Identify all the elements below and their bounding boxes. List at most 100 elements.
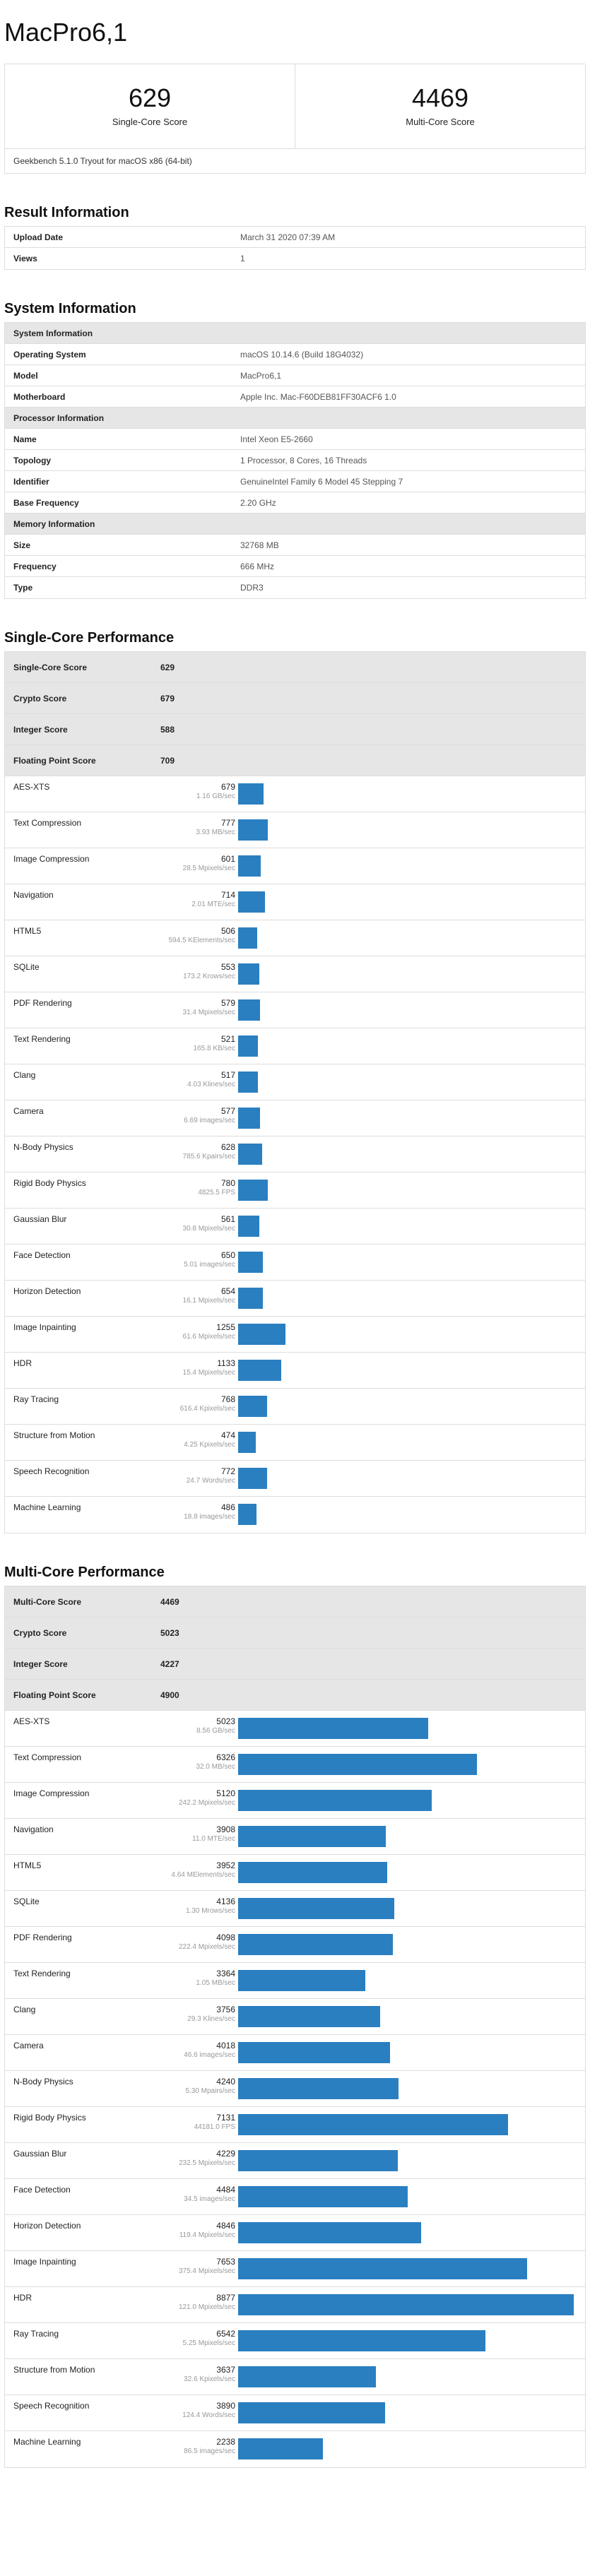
system-row: Frequency 666 MHz <box>5 556 585 577</box>
single-core-workload-row: Gaussian Blur 561 30.8 Mpixels/sec <box>5 1209 585 1245</box>
single-core-workload-bar <box>238 1288 263 1309</box>
multi-core-workload-bar <box>238 2258 527 2279</box>
single-core-performance-heading: Single-Core Performance <box>4 630 175 646</box>
single-core-workload-score: 1255 <box>216 1322 235 1332</box>
single-core-workload-bar <box>238 1468 267 1489</box>
single-core-workload-name: Rigid Body Physics <box>13 1178 86 1188</box>
system-group-header: Memory Information <box>5 514 585 535</box>
system-row-label: Base Frequency <box>13 498 79 508</box>
multi-core-workload-row: HDR 8877 121.0 Mpixels/sec <box>5 2287 585 2323</box>
multi-core-workload-bar <box>238 2078 399 2099</box>
single-core-summary-label: Integer Score <box>13 725 68 735</box>
single-core-workload-score: 650 <box>220 1250 235 1260</box>
single-core-workload-name: Speech Recognition <box>13 1466 90 1476</box>
system-row-label: Identifier <box>13 477 49 487</box>
multi-core-workload-row: Horizon Detection 4846 119.4 Mpixels/sec <box>5 2215 585 2251</box>
system-row-value: macOS 10.14.6 (Build 18G4032) <box>240 350 364 360</box>
single-core-workload-name: Text Compression <box>13 818 82 828</box>
multi-core-workload-bar <box>238 2402 385 2423</box>
single-core-workload-score: 679 <box>220 782 235 792</box>
multi-core-summary-label: Multi-Core Score <box>13 1597 82 1607</box>
single-core-workload-row: Image Inpainting 1255 61.6 Mpixels/sec <box>5 1317 585 1353</box>
multi-core-workload-score: 6542 <box>216 2329 235 2339</box>
system-row-label: Frequency <box>13 562 57 571</box>
system-group-header: Processor Information <box>5 408 585 429</box>
system-row: Identifier GenuineIntel Family 6 Model 45… <box>5 471 585 492</box>
single-core-workload-row: Structure from Motion 474 4.25 Kpixels/sec <box>5 1425 585 1461</box>
single-core-workload-bar <box>238 1108 260 1129</box>
single-core-workload-name: Text Rendering <box>13 1034 71 1044</box>
multi-core-workload-throughput: 242.2 Mpixels/sec <box>178 1799 235 1807</box>
single-core-workload-row: Camera 577 6.69 images/sec <box>5 1100 585 1136</box>
result-information-heading: Result Information <box>4 205 129 220</box>
multi-core-workload-name: Face Detection <box>13 2185 71 2195</box>
system-row-value: Apple Inc. Mac-F60DEB81FF30ACF6 1.0 <box>240 392 396 402</box>
multi-core-summary-row: Multi-Core Score 4469 <box>5 1586 585 1618</box>
multi-core-workload-score: 3364 <box>216 1969 235 1978</box>
single-core-summary-value: 709 <box>160 756 175 766</box>
single-core-workload-row: Horizon Detection 654 16.1 Mpixels/sec <box>5 1281 585 1317</box>
multi-core-workload-throughput: 1.05 MB/sec <box>196 1979 235 1987</box>
multi-core-performance-table: Multi-Core Score 4469 Crypto Score 5023 Inte… <box>4 1586 586 2468</box>
single-core-workload-name: N-Body Physics <box>13 1142 73 1152</box>
multi-core-score-box: 4469 Multi-Core Score <box>295 64 585 148</box>
single-core-workload-name: Horizon Detection <box>13 1286 81 1296</box>
single-core-score-box: 629 Single-Core Score <box>5 64 295 148</box>
multi-core-workload-throughput: 34.5 images/sec <box>184 2195 235 2203</box>
single-core-workload-bar <box>238 1504 256 1525</box>
single-core-workload-score: 777 <box>220 818 235 828</box>
single-core-workload-row: Ray Tracing 768 616.4 Kpixels/sec <box>5 1389 585 1425</box>
single-core-workload-bar <box>238 1396 267 1417</box>
multi-core-workload-row: HTML5 3952 4.64 MElements/sec <box>5 1855 585 1891</box>
multi-core-workload-bar <box>238 2186 408 2207</box>
single-core-workload-name: AES-XTS <box>13 782 50 792</box>
single-core-workload-score: 561 <box>220 1214 235 1224</box>
single-core-workload-row: Clang 517 4.03 Klines/sec <box>5 1064 585 1100</box>
single-core-workload-score: 579 <box>220 998 235 1008</box>
multi-core-workload-row: PDF Rendering 4098 222.4 Mpixels/sec <box>5 1927 585 1963</box>
multi-core-workload-name: PDF Rendering <box>13 1933 72 1942</box>
single-core-workload-throughput: 15.4 Mpixels/sec <box>182 1369 235 1377</box>
multi-core-workload-throughput: 46.6 images/sec <box>184 2051 235 2059</box>
multi-core-workload-score: 4098 <box>216 1933 235 1942</box>
single-core-summary-value: 679 <box>160 694 175 704</box>
multi-core-workload-row: Image Compression 5120 242.2 Mpixels/sec <box>5 1783 585 1819</box>
system-row-label: Memory Information <box>13 519 95 529</box>
single-core-workload-throughput: 24.7 Words/sec <box>186 1477 235 1485</box>
system-row: Size 32768 MB <box>5 535 585 556</box>
multi-core-workload-score: 3952 <box>216 1860 235 1870</box>
single-core-workload-bar <box>238 1180 268 1201</box>
multi-core-workload-bar <box>238 2042 390 2063</box>
multi-core-workload-throughput: 119.4 Mpixels/sec <box>179 2231 235 2239</box>
multi-core-workload-row: Face Detection 4484 34.5 images/sec <box>5 2179 585 2215</box>
single-core-score-label: Single-Core Score <box>112 117 188 127</box>
single-core-workload-name: Clang <box>13 1070 36 1080</box>
single-core-workload-throughput: 616.4 Kpixels/sec <box>179 1405 235 1413</box>
multi-core-workload-throughput: 5.25 Mpixels/sec <box>182 2339 235 2347</box>
multi-core-workload-bar <box>238 1718 428 1739</box>
system-row-value <box>240 323 585 343</box>
multi-core-workload-bar <box>238 1826 386 1847</box>
single-core-summary-value: 588 <box>160 725 175 735</box>
system-row: Model MacPro6,1 <box>5 365 585 386</box>
single-core-summary-row: Integer Score 588 <box>5 714 585 745</box>
result-information-table: Upload Date March 31 2020 07:39 AM Views 1 <box>4 226 586 270</box>
multi-core-workload-row: Text Rendering 3364 1.05 MB/sec <box>5 1963 585 1999</box>
system-row-label: Name <box>13 434 37 444</box>
single-core-workload-score: 654 <box>220 1286 235 1296</box>
system-row-label: Type <box>13 583 33 593</box>
multi-core-workload-bar <box>238 1862 387 1883</box>
multi-core-workload-row: Gaussian Blur 4229 232.5 Mpixels/sec <box>5 2143 585 2179</box>
system-row-value: 2.20 GHz <box>240 498 276 508</box>
single-core-workload-name: Image Compression <box>13 854 90 864</box>
multi-core-workload-score: 4136 <box>216 1897 235 1906</box>
single-core-workload-bar <box>238 999 260 1021</box>
single-core-summary-label: Crypto Score <box>13 694 67 704</box>
multi-core-workload-row: Speech Recognition 3890 124.4 Words/sec <box>5 2395 585 2431</box>
multi-core-workload-bar <box>238 2222 421 2243</box>
system-row-value: Intel Xeon E5-2660 <box>240 434 313 444</box>
multi-core-workload-score: 3890 <box>216 2401 235 2411</box>
multi-core-workload-name: Text Compression <box>13 1752 82 1762</box>
multi-core-performance-heading: Multi-Core Performance <box>4 1565 165 1580</box>
single-core-workload-row: PDF Rendering 579 31.4 Mpixels/sec <box>5 992 585 1028</box>
